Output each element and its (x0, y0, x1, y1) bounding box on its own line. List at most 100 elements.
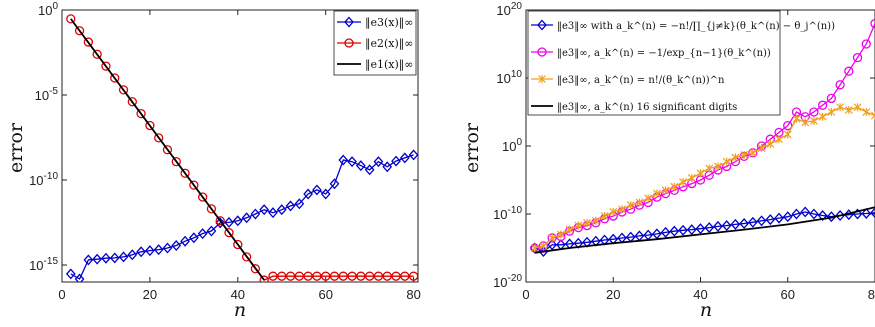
data-point-0 (180, 235, 190, 247)
data-point-1 (171, 157, 181, 167)
data-point-2 (827, 108, 836, 116)
data-point-2 (600, 212, 609, 221)
data-point-1 (321, 271, 331, 281)
data-point-1 (180, 168, 190, 178)
data-point-1 (277, 271, 287, 281)
data-point-0 (739, 218, 749, 229)
data-point-2 (583, 218, 591, 227)
left-chart: 0 20 40 60 80 100 10-5 10-10 10-15 error n ‖e3(x… (5, 1, 421, 321)
data-point-0 (145, 245, 155, 257)
x-tick-label: 40 (231, 287, 245, 302)
data-point-0 (791, 208, 802, 220)
data-point-0 (83, 254, 94, 266)
data-point-2 (670, 182, 679, 191)
x-tick-label: 0 (58, 287, 65, 302)
y-tick-label: 10-5 (35, 86, 59, 103)
data-point-2 (661, 186, 670, 195)
data-point-0 (870, 207, 875, 219)
data-point-0 (74, 273, 85, 282)
data-point-1 (233, 239, 243, 250)
data-point-2 (792, 114, 801, 123)
legend-entry-2: ‖e1(x)‖∞ (365, 58, 413, 72)
data-point-0 (101, 252, 111, 264)
data-point-1 (303, 271, 313, 281)
left-x-axis-label: n (234, 299, 246, 321)
data-point-0 (303, 188, 313, 200)
data-point-0 (197, 228, 208, 240)
data-point-2 (565, 225, 574, 234)
data-point-2 (836, 103, 845, 112)
legend-entry-1: ‖e3‖∞, a_k^(n) = −1/exp_{n−1}(θ_k^(n)) (557, 48, 771, 59)
data-point-2 (871, 111, 875, 120)
data-point-1 (338, 271, 348, 281)
data-point-0 (817, 210, 828, 221)
data-point-0 (285, 200, 296, 212)
data-point-0 (276, 204, 287, 216)
x-tick-label: 20 (606, 287, 620, 302)
data-point-1 (92, 49, 102, 59)
right-y-axis-label: error (461, 122, 483, 173)
data-point-2 (679, 178, 687, 187)
data-point-0 (224, 216, 234, 228)
data-point-2 (591, 216, 600, 225)
data-point-2 (844, 105, 853, 114)
data-point-1 (118, 85, 129, 95)
data-point-0 (408, 149, 418, 161)
data-point-1 (285, 271, 296, 281)
left-legend: ‖e3(x)‖∞ ‖e2(x)‖∞ ‖e1(x)‖∞ (333, 10, 417, 76)
data-point-0 (747, 216, 758, 228)
data-point-0 (809, 208, 819, 220)
data-point-1 (224, 227, 234, 238)
legend-entry-1: ‖e2(x)‖∞ (365, 37, 413, 51)
legend-marker-0 (344, 16, 354, 28)
data-point-1 (206, 204, 217, 214)
data-point-2 (722, 157, 731, 166)
data-point-0 (704, 222, 715, 234)
x-tick-label: 80 (868, 287, 875, 302)
legend-marker-0 (537, 19, 547, 31)
data-point-1 (268, 271, 278, 281)
data-point-0 (136, 246, 146, 258)
x-tick-label: 0 (522, 287, 529, 302)
data-point-0 (782, 211, 793, 223)
x-tick-label: 40 (693, 287, 707, 302)
y-tick-label: 10-10 (29, 171, 58, 188)
data-point-1 (870, 18, 875, 29)
right-tick-labels: 0 20 40 60 80 1020 1010 100 10-10 10-20 (493, 1, 875, 302)
data-point-1 (162, 145, 173, 155)
data-point-2 (783, 130, 792, 139)
data-point-1 (783, 120, 793, 131)
data-point-0 (215, 217, 226, 229)
data-point-1 (259, 275, 269, 282)
series-line-2 (534, 106, 875, 249)
data-point-0 (338, 154, 349, 166)
data-point-0 (153, 244, 164, 256)
data-point-0 (695, 223, 706, 235)
data-point-0 (721, 220, 732, 232)
right-x-axis-label: n (700, 299, 712, 321)
y-tick-label: 10-15 (29, 256, 58, 273)
data-point-2 (757, 144, 766, 153)
series-line-3 (534, 206, 875, 254)
data-point-1 (136, 108, 146, 119)
data-point-0 (188, 232, 199, 244)
data-point-1 (74, 26, 85, 36)
data-point-1 (250, 264, 261, 274)
data-point-2 (635, 198, 644, 207)
data-point-0 (538, 246, 549, 258)
right-legend-box (527, 10, 781, 116)
data-point-0 (268, 207, 278, 219)
data-point-2 (696, 169, 705, 178)
data-point-0 (756, 215, 767, 227)
data-point-1 (66, 14, 76, 24)
y-tick-label: 100 (38, 1, 58, 18)
data-point-0 (373, 156, 384, 168)
data-point-2 (574, 221, 583, 230)
legend-marker-1 (537, 47, 547, 57)
data-point-1 (83, 37, 94, 47)
data-point-1 (844, 66, 854, 76)
data-point-2 (714, 162, 722, 171)
data-point-1 (826, 93, 837, 104)
legend-marker-1 (344, 38, 354, 48)
data-point-1 (145, 120, 155, 131)
